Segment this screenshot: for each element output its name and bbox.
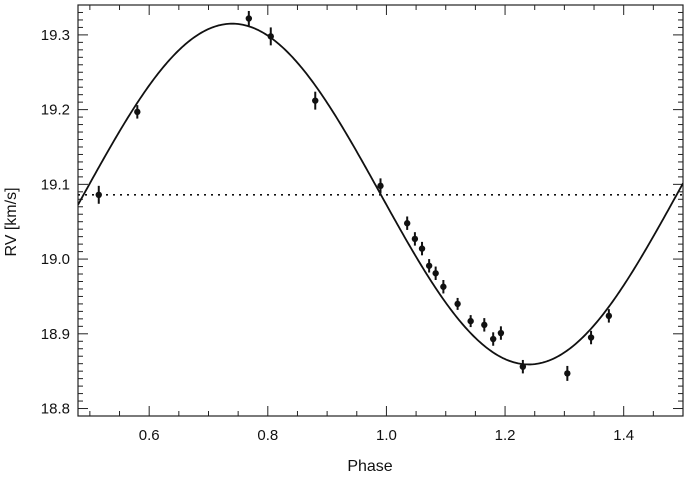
plot-frame	[77, 4, 684, 417]
data-point	[605, 309, 613, 323]
y-tick-label: 19.1	[41, 176, 70, 193]
data-point	[454, 297, 461, 310]
axis-labels: Phase RV [km/s]	[3, 187, 393, 475]
axis-ticks: 0.6 0.8 1.0 1.2 1.4 18.8 18.9 19.0 19.1 19.2 19.3	[41, 4, 684, 444]
data-point	[267, 27, 274, 46]
data-point	[425, 259, 433, 273]
data-point	[564, 365, 571, 381]
data-point	[497, 326, 505, 340]
x-axis-label: Phase	[347, 458, 392, 475]
data-point	[418, 241, 426, 256]
data-point	[587, 330, 595, 345]
y-tick-label: 18.9	[41, 326, 70, 343]
data-point	[432, 266, 439, 280]
data-point	[377, 178, 384, 194]
point-marker	[454, 300, 461, 308]
data-point	[489, 332, 497, 346]
point-marker	[564, 370, 571, 377]
data-point	[519, 359, 527, 374]
point-marker	[245, 15, 253, 22]
point-marker	[312, 97, 319, 104]
point-marker	[267, 33, 274, 40]
point-marker	[411, 235, 419, 243]
point-marker	[377, 182, 384, 190]
data-point	[481, 318, 488, 332]
plot-border	[77, 4, 684, 417]
y-tick-label: 19.3	[41, 27, 70, 44]
fit-curve	[78, 22, 683, 366]
data-point	[245, 10, 253, 26]
data-points	[95, 10, 613, 381]
data-point	[134, 105, 141, 119]
point-marker	[440, 283, 447, 290]
x-tick-label: 1.0	[376, 427, 397, 444]
x-tick-label: 1.4	[613, 427, 634, 444]
data-point	[411, 232, 419, 246]
point-marker	[605, 312, 613, 320]
data-point	[95, 185, 102, 204]
point-marker	[425, 262, 433, 269]
point-marker	[403, 220, 411, 227]
point-marker	[497, 329, 505, 337]
data-point	[440, 279, 447, 294]
point-marker	[519, 363, 527, 370]
y-tick-label: 19.0	[41, 251, 70, 268]
point-marker	[432, 270, 439, 277]
x-tick-label: 0.6	[139, 427, 160, 444]
point-marker	[467, 317, 474, 325]
data-point	[312, 91, 319, 110]
point-marker	[489, 335, 497, 343]
point-marker	[418, 245, 426, 252]
point-marker	[481, 321, 488, 329]
y-tick-label: 18.8	[41, 401, 70, 418]
x-tick-label: 0.8	[257, 427, 278, 444]
x-tick-label: 1.2	[495, 427, 516, 444]
data-point	[467, 315, 474, 328]
point-marker	[95, 191, 102, 199]
sine-fit-path	[78, 22, 683, 366]
point-marker	[134, 108, 141, 116]
y-tick-label: 19.2	[41, 102, 70, 119]
point-marker	[587, 334, 595, 341]
y-axis-label: RV [km/s]	[3, 187, 20, 256]
data-point	[403, 216, 411, 230]
